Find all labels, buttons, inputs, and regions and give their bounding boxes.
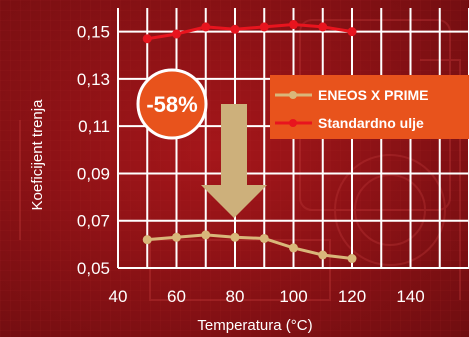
x-tick-label: 120 [338,287,366,306]
legend-label-eneos: ENEOS X PRIME [318,87,428,103]
data-point [201,230,211,240]
data-point [142,235,152,245]
x-tick-label: 60 [167,287,186,306]
data-point [142,34,152,44]
data-point [289,20,298,30]
data-point [230,232,240,242]
data-point [201,22,211,32]
data-point [318,250,328,260]
data-point [172,232,181,242]
y-tick-label: 0,07 [77,212,110,231]
legend-marker-standard [289,119,297,127]
y-tick-label: 0,05 [77,259,110,278]
x-tick-label: 80 [226,287,245,306]
data-point [259,233,269,243]
series-line-1 [147,23,353,41]
badge-label: -58% [146,92,197,117]
legend: ENEOS X PRIME Standardno ulje [270,75,469,139]
x-tick-label: 100 [279,287,307,306]
data-point [259,22,269,32]
y-axis-ticks: 0,05 0,07 0,09 0,11 0,13 0,15 [77,23,110,278]
data-point [318,22,328,32]
legend-marker-eneos [289,91,297,99]
series-lines [142,20,357,264]
data-point [347,254,357,264]
x-tick-label: 140 [396,287,424,306]
badge-circle [136,68,208,140]
data-point [347,27,357,37]
x-tick-label: 40 [109,287,128,306]
reduction-arrow [201,104,267,218]
data-point [172,29,181,39]
y-axis-label: Koeficijent trenja [29,99,46,211]
data-point [230,24,240,34]
y-tick-label: 0,13 [77,70,110,89]
legend-label-standard: Standardno ulje [318,115,424,131]
legend-box [270,75,469,139]
series-line-0 [147,233,353,261]
data-point [289,243,298,253]
y-tick-label: 0,09 [77,164,110,183]
y-tick-label: 0,11 [78,117,110,136]
y-tick-label: 0,15 [77,23,110,42]
x-axis-label: Temperatura (°C) [197,317,312,334]
x-axis-ticks: 40 60 80 100 120 140 [109,287,425,306]
down-arrow-icon [201,104,267,218]
reduction-badge: -58% [136,68,208,140]
